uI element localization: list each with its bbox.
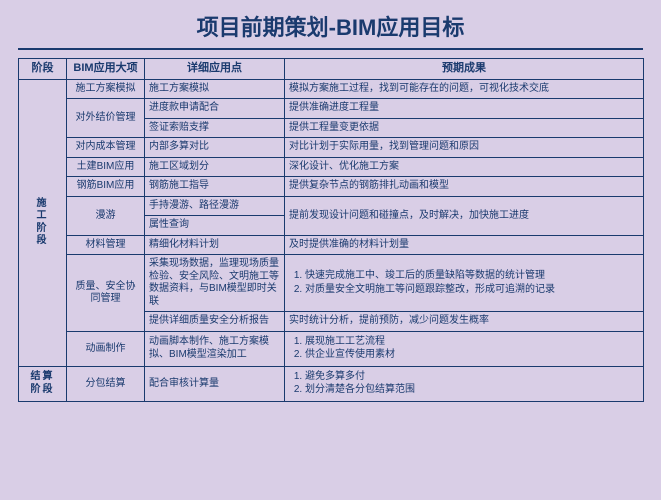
cell-detail: 签证索赔支撑 — [145, 118, 285, 138]
table-row: 材料管理 精细化材料计划 及时提供准确的材料计划量 — [19, 235, 644, 255]
cell-bim: 分包结算 — [67, 366, 145, 401]
result-item: 供企业宣传使用素材 — [305, 349, 639, 362]
cell-result: 展现施工工艺流程 供企业宣传使用素材 — [285, 331, 644, 366]
cell-detail: 手持漫游、路径漫游 — [145, 196, 285, 216]
cell-bim: 对内成本管理 — [67, 138, 145, 158]
cell-detail: 内部多算对比 — [145, 138, 285, 158]
bim-table: 阶段 BIM应用大项 详细应用点 预期成果 施工 阶段 施工方案模拟 施工方案模… — [18, 58, 644, 402]
page-title: 项目前期策划-BIM应用目标 — [18, 0, 643, 50]
table-row: 质量、安全协同管理 采集现场数据，监理现场质量检验、安全风险、文明施工等数据资料… — [19, 255, 644, 312]
table-row: 结算阶段 分包结算 配合审核计算量 避免多算多付 划分清楚各分包结算范围 — [19, 366, 644, 401]
cell-detail: 施工区域划分 — [145, 157, 285, 177]
cell-detail: 钢筋施工指导 — [145, 177, 285, 197]
cell-detail: 动画脚本制作、施工方案模拟、BIM模型渲染加工 — [145, 331, 285, 366]
cell-bim: 材料管理 — [67, 235, 145, 255]
phase-construction: 施工 阶段 — [19, 79, 67, 366]
cell-bim: 对外结价管理 — [67, 99, 145, 138]
table-row: 漫游 手持漫游、路径漫游 提前发现设计问题和碰撞点，及时解决，加快施工进度 — [19, 196, 644, 216]
cell-result: 避免多算多付 划分清楚各分包结算范围 — [285, 366, 644, 401]
table-row: 钢筋BIM应用 钢筋施工指导 提供复杂节点的钢筋排扎动画和模型 — [19, 177, 644, 197]
cell-result: 提供复杂节点的钢筋排扎动画和模型 — [285, 177, 644, 197]
cell-result: 提供工程量变更依据 — [285, 118, 644, 138]
col-result: 预期成果 — [285, 59, 644, 80]
result-item: 对质量安全文明施工等问题跟踪整改，形成可追溯的记录 — [305, 284, 639, 297]
cell-detail: 属性查询 — [145, 216, 285, 236]
table-header-row: 阶段 BIM应用大项 详细应用点 预期成果 — [19, 59, 644, 80]
cell-result: 及时提供准确的材料计划量 — [285, 235, 644, 255]
cell-bim: 漫游 — [67, 196, 145, 235]
col-detail: 详细应用点 — [145, 59, 285, 80]
cell-result: 模拟方案施工过程，找到可能存在的问题，可视化技术交底 — [285, 79, 644, 99]
result-item: 展现施工工艺流程 — [305, 336, 639, 349]
col-phase: 阶段 — [19, 59, 67, 80]
result-item: 快速完成施工中、竣工后的质量缺陷等数据的统计管理 — [305, 270, 639, 283]
cell-result: 实时统计分析，提前预防，减少问题发生概率 — [285, 312, 644, 332]
cell-bim: 质量、安全协同管理 — [67, 255, 145, 332]
cell-result: 快速完成施工中、竣工后的质量缺陷等数据的统计管理 对质量安全文明施工等问题跟踪整… — [285, 255, 644, 312]
cell-result: 提前发现设计问题和碰撞点，及时解决，加快施工进度 — [285, 196, 644, 235]
table-row: 施工 阶段 施工方案模拟 施工方案模拟 模拟方案施工过程，找到可能存在的问题，可… — [19, 79, 644, 99]
cell-detail: 进度款申请配合 — [145, 99, 285, 119]
cell-detail: 施工方案模拟 — [145, 79, 285, 99]
table-row: 土建BIM应用 施工区域划分 深化设计、优化施工方案 — [19, 157, 644, 177]
cell-detail: 精细化材料计划 — [145, 235, 285, 255]
table-row: 动画制作 动画脚本制作、施工方案模拟、BIM模型渲染加工 展现施工工艺流程 供企… — [19, 331, 644, 366]
result-item: 划分清楚各分包结算范围 — [305, 384, 639, 397]
table-row: 对外结价管理 进度款申请配合 提供准确进度工程量 — [19, 99, 644, 119]
cell-bim: 钢筋BIM应用 — [67, 177, 145, 197]
cell-result: 深化设计、优化施工方案 — [285, 157, 644, 177]
cell-detail: 采集现场数据，监理现场质量检验、安全风险、文明施工等数据资料，与BIM模型即时关… — [145, 255, 285, 312]
cell-detail: 提供详细质量安全分析报告 — [145, 312, 285, 332]
cell-bim: 动画制作 — [67, 331, 145, 366]
table-row: 对内成本管理 内部多算对比 对比计划于实际用量，找到管理问题和原因 — [19, 138, 644, 158]
phase-settlement: 结算阶段 — [19, 366, 67, 401]
cell-result: 提供准确进度工程量 — [285, 99, 644, 119]
col-bim: BIM应用大项 — [67, 59, 145, 80]
cell-bim: 施工方案模拟 — [67, 79, 145, 99]
cell-bim: 土建BIM应用 — [67, 157, 145, 177]
result-item: 避免多算多付 — [305, 371, 639, 384]
cell-result: 对比计划于实际用量，找到管理问题和原因 — [285, 138, 644, 158]
cell-detail: 配合审核计算量 — [145, 366, 285, 401]
